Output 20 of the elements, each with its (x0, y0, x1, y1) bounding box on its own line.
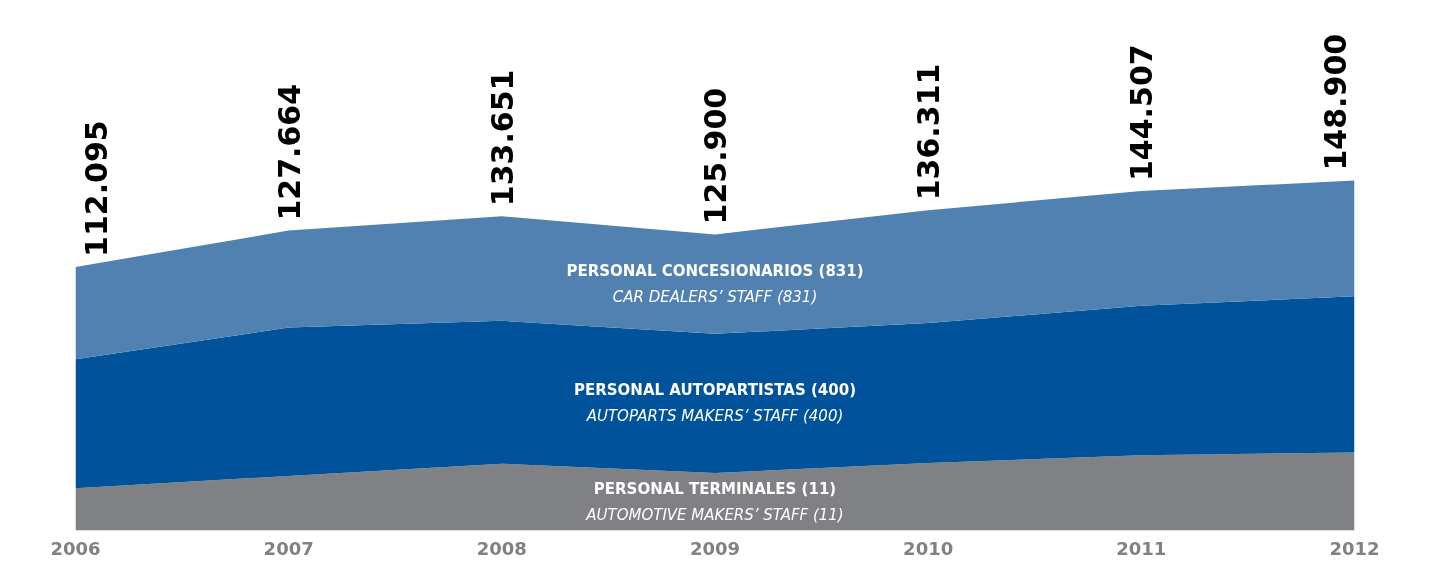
series-label: PERSONAL TERMINALES (11) (593, 479, 837, 498)
annotation: 144.507 (1124, 44, 1160, 181)
x-tick-label: 2009 (689, 537, 741, 559)
annotation: 148.900 (1317, 33, 1353, 171)
annotation: 125.900 (698, 87, 733, 225)
annotation: 127.664 (271, 83, 307, 221)
series-label: PERSONAL AUTOPARTISTAS (400) (573, 381, 857, 400)
series-label: PERSONAL CONCESIONARIOS (831) (566, 262, 864, 281)
annotation: CAR DEALERS’ STAFF (831) (612, 288, 818, 307)
x-tick-label: 2010 (903, 537, 954, 559)
x-tick-label: 2011 (1116, 537, 1167, 559)
x-tick-label: 2008 (476, 537, 527, 559)
x-tick-label: 2006 (50, 537, 101, 559)
x-tick-label: 2012 (1329, 537, 1380, 559)
annotation: 136.311 (911, 63, 947, 201)
annotation: AUTOMOTIVE MAKERS’ STAFF (11) (585, 505, 844, 524)
annotation: AUTOPARTS MAKERS’ STAFF (400) (585, 407, 844, 426)
annotation: 133.651 (484, 69, 520, 207)
x-tick-label: 2007 (263, 537, 314, 559)
annotation: 112.095 (78, 120, 114, 257)
